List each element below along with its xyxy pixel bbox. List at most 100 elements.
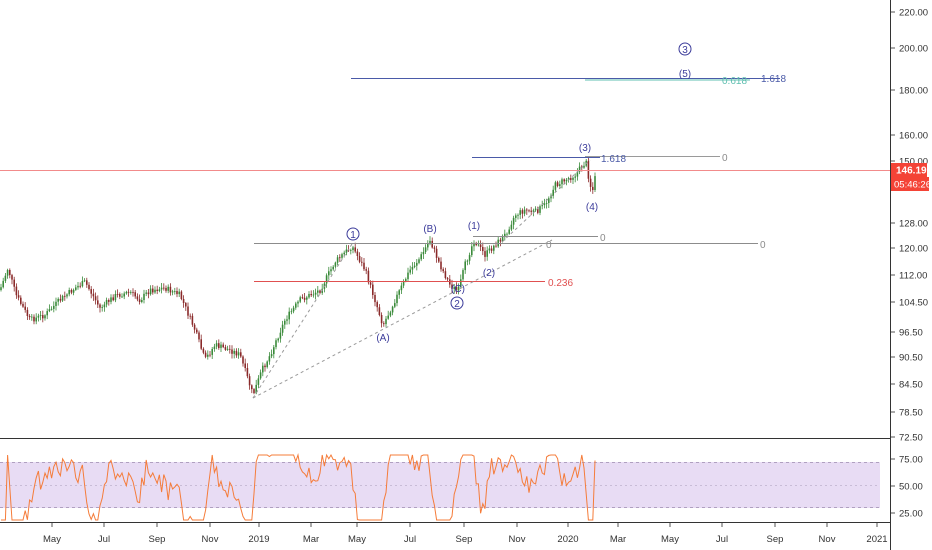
candle-body bbox=[464, 261, 466, 271]
trendline-dashed-1[interactable] bbox=[252, 243, 353, 399]
candle-body bbox=[453, 287, 455, 289]
candle-body bbox=[319, 290, 321, 293]
candle-body bbox=[220, 344, 222, 348]
wave-corrective-b: (B) bbox=[423, 224, 436, 235]
trendline-dashed-2[interactable] bbox=[252, 239, 553, 399]
candle-body bbox=[407, 272, 409, 280]
candle-body bbox=[145, 292, 147, 294]
candle-body bbox=[264, 365, 266, 368]
candle-body bbox=[163, 287, 165, 289]
time-tick-label: May bbox=[661, 534, 679, 545]
candle-body bbox=[17, 295, 20, 298]
candle-body bbox=[116, 294, 119, 295]
candle-body bbox=[39, 315, 42, 316]
candle-body bbox=[229, 348, 231, 350]
candle-body bbox=[55, 301, 57, 306]
candle-body bbox=[86, 280, 88, 285]
time-tick-label: Mar bbox=[303, 534, 319, 545]
candle-body bbox=[435, 248, 438, 258]
candle-body bbox=[418, 259, 420, 263]
price-scale[interactable]: 220.00 200.00 180.00 160.00 150.00 128.00 120.… bbox=[891, 8, 928, 520]
candle-body bbox=[400, 285, 403, 291]
candle-body bbox=[143, 293, 145, 300]
candle-body bbox=[409, 269, 411, 273]
candle-body bbox=[15, 286, 18, 296]
candle-body bbox=[352, 247, 354, 250]
candle-body bbox=[262, 365, 264, 373]
candle-body bbox=[191, 315, 194, 325]
candle-body bbox=[147, 292, 150, 295]
candle-body bbox=[466, 260, 469, 262]
candle-body bbox=[413, 265, 416, 267]
candle-body bbox=[108, 300, 110, 302]
candle-body bbox=[532, 210, 535, 212]
candle-body bbox=[277, 338, 279, 341]
candle-body bbox=[13, 279, 15, 287]
candle-body bbox=[534, 208, 537, 211]
candle-body bbox=[523, 209, 526, 214]
candle-body bbox=[248, 376, 251, 386]
candle-body bbox=[427, 243, 429, 248]
wave-intermediate-2: (2) bbox=[483, 268, 495, 279]
price-tick-label: 160.00 bbox=[899, 131, 928, 142]
candle-body bbox=[501, 236, 504, 242]
candle-body bbox=[244, 363, 246, 368]
candle-body bbox=[185, 303, 187, 307]
candle-body bbox=[11, 275, 13, 280]
candle-body bbox=[402, 281, 405, 286]
candle-body bbox=[455, 287, 458, 291]
candle-body bbox=[180, 291, 183, 299]
candle-body bbox=[521, 210, 524, 214]
candle-body bbox=[97, 300, 99, 305]
candle-body bbox=[149, 288, 152, 295]
fib-label-mid-1618: 1.618 bbox=[601, 154, 626, 165]
price-tick-label: 90.50 bbox=[899, 353, 923, 364]
candle-body bbox=[574, 176, 576, 178]
price-tick-label: 112.00 bbox=[899, 271, 927, 282]
fib-label-mid-0: 0 bbox=[722, 153, 728, 164]
candle-body bbox=[589, 178, 592, 187]
candle-body bbox=[477, 244, 480, 246]
candle-body bbox=[391, 306, 394, 313]
price-pane[interactable] bbox=[0, 157, 596, 395]
candle-body bbox=[70, 290, 73, 293]
time-scale[interactable]: May Jul Sep Nov 2019 Mar May Jul Sep Nov 2020 Mar Ma… bbox=[43, 523, 888, 545]
candle-body bbox=[510, 224, 513, 230]
candle-body bbox=[576, 171, 579, 177]
trendline-dashed-3[interactable] bbox=[501, 159, 591, 243]
candle-body bbox=[422, 252, 425, 255]
candle-body bbox=[77, 285, 79, 288]
price-tick-label: 104.50 bbox=[899, 298, 928, 309]
price-tick-label: 84.50 bbox=[899, 380, 923, 391]
candle-body bbox=[59, 298, 62, 301]
candle-body bbox=[444, 271, 447, 279]
time-tick-label: 2021 bbox=[866, 534, 887, 545]
candle-body bbox=[127, 291, 130, 293]
candle-body bbox=[0, 287, 2, 290]
candle-body bbox=[103, 304, 106, 308]
candle-body bbox=[512, 217, 515, 225]
candle-body bbox=[504, 233, 506, 237]
candle-body bbox=[266, 361, 268, 368]
time-tick-label: 2019 bbox=[248, 534, 269, 545]
candle-body bbox=[385, 318, 387, 325]
candle-body bbox=[176, 291, 178, 295]
candle-body bbox=[275, 340, 277, 348]
candle-body bbox=[442, 269, 444, 272]
candle-body bbox=[299, 297, 301, 302]
candle-body bbox=[9, 270, 11, 276]
wave-primary-1: 1 bbox=[350, 230, 356, 241]
candle-body bbox=[136, 296, 139, 300]
candle-body bbox=[479, 244, 482, 247]
rsi-tick-label: 25.00 bbox=[899, 509, 923, 520]
candle-body bbox=[405, 279, 407, 282]
rsi-pane[interactable] bbox=[0, 453, 880, 521]
candle-body bbox=[314, 292, 317, 295]
candle-body bbox=[411, 267, 414, 270]
candle-body bbox=[350, 250, 352, 251]
candle-body bbox=[545, 203, 548, 204]
candle-body bbox=[224, 347, 227, 350]
candle-body bbox=[270, 354, 273, 357]
candle-body bbox=[24, 306, 26, 310]
